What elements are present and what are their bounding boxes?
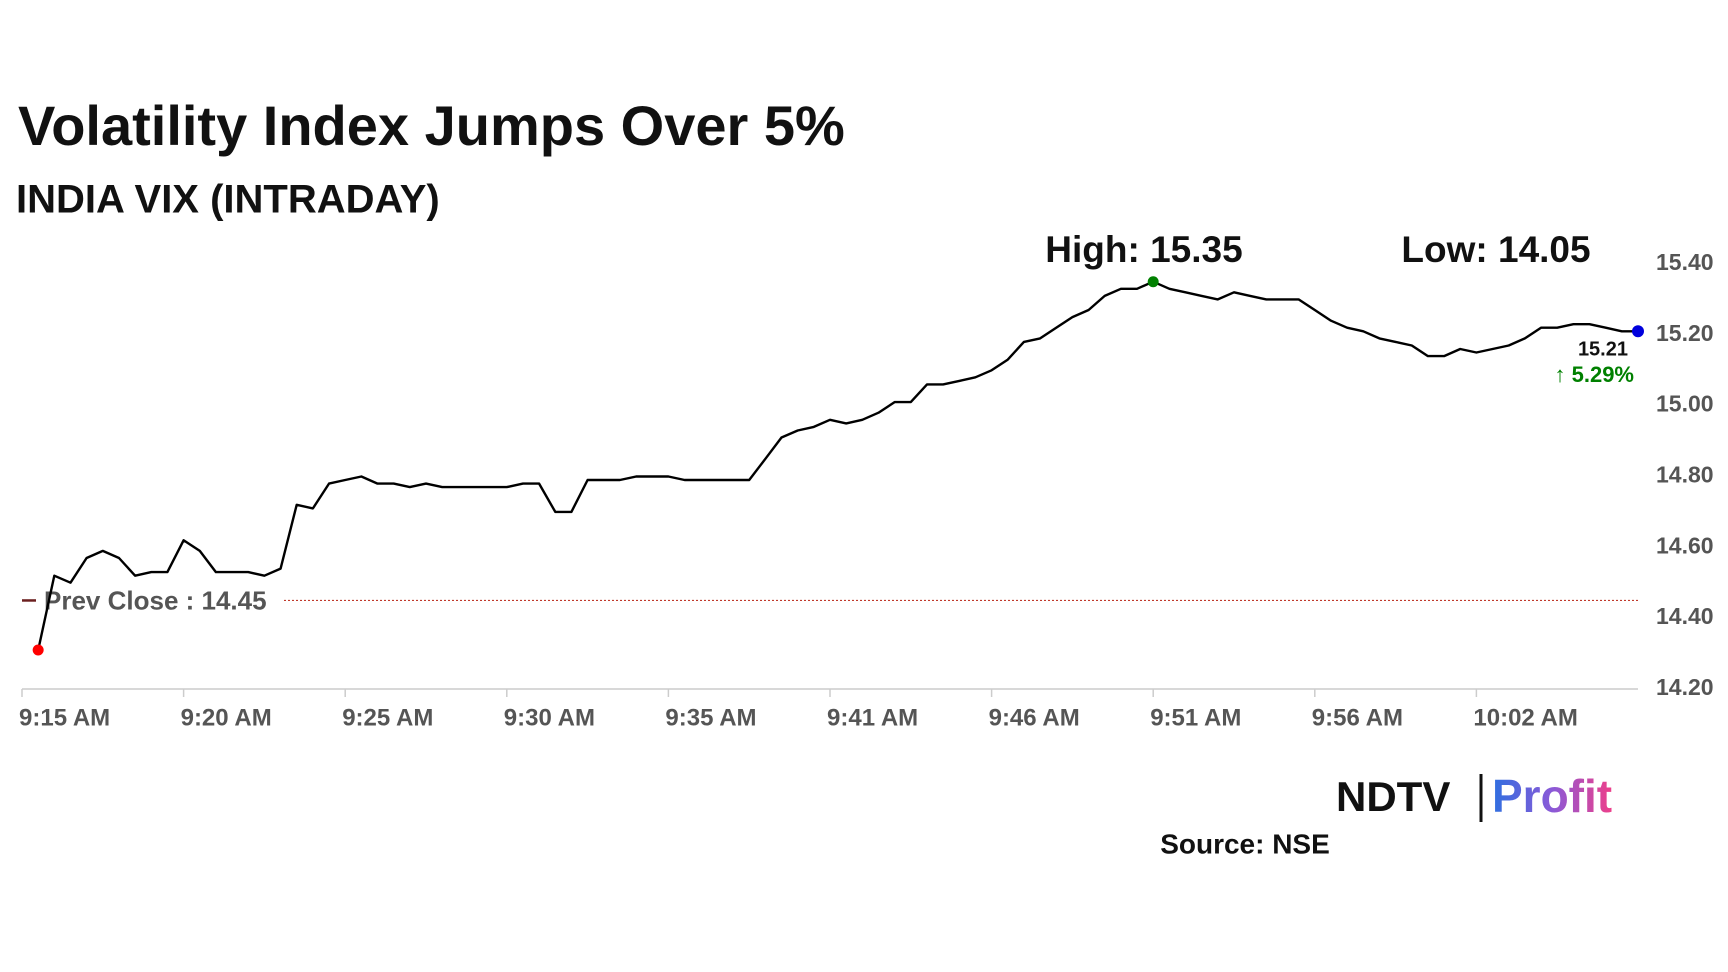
x-tick-label: 9:41 AM	[827, 704, 918, 731]
y-tick-label: 14.40	[1656, 603, 1714, 629]
price-line	[37, 280, 1638, 651]
last-marker	[1632, 325, 1644, 338]
low-annotation: Low: 14.05	[1401, 229, 1590, 270]
x-tick-label: 10:02 AM	[1473, 704, 1577, 731]
high-annotation: High: 15.35	[1045, 229, 1242, 270]
y-tick-label: 15.00	[1656, 391, 1714, 417]
x-tick-label: 9:30 AM	[504, 704, 595, 731]
low-marker	[32, 644, 44, 656]
prev-close-label: Prev Close : 14.45	[44, 585, 267, 615]
chart-title: Volatility Index Jumps Over 5%	[18, 94, 845, 157]
x-tick-label: 9:25 AM	[342, 704, 433, 731]
x-tick-label: 9:51 AM	[1150, 704, 1241, 731]
x-tick-label: 9:20 AM	[181, 704, 272, 731]
y-tick-label: 14.20	[1656, 674, 1714, 700]
logo-ndtv: NDTV	[1336, 773, 1450, 820]
source: Source: NSE	[1160, 828, 1330, 859]
y-tick-label: 15.20	[1656, 320, 1714, 346]
high-marker	[1147, 276, 1159, 288]
y-tick-label: 14.60	[1656, 532, 1714, 558]
x-tick-label: 9:46 AM	[989, 704, 1080, 731]
x-tick-label: 9:56 AM	[1312, 704, 1403, 731]
chart-subtitle: INDIA VIX (INTRADAY)	[16, 178, 440, 222]
x-tick-label: 9:15 AM	[19, 704, 110, 731]
x-tick-label: 9:35 AM	[665, 704, 756, 731]
y-tick-label: 14.80	[1656, 462, 1714, 488]
last-value-label: 15.21	[1578, 339, 1628, 361]
y-tick-label: 15.40	[1656, 249, 1714, 275]
logo-profit: Profit	[1492, 770, 1612, 822]
change-label: ↑ 5.29%	[1555, 362, 1635, 387]
